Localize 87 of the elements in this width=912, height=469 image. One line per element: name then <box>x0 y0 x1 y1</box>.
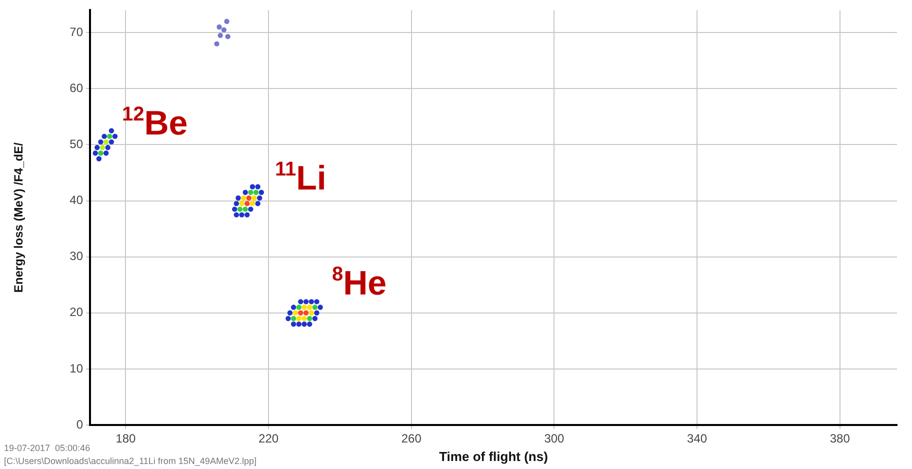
point <box>287 310 293 316</box>
point <box>290 322 296 327</box>
point <box>244 200 250 206</box>
y-tick-label: 20 <box>70 305 84 320</box>
x-tick-label: 300 <box>544 432 565 446</box>
point <box>308 310 314 316</box>
point <box>92 150 98 156</box>
point <box>236 195 241 201</box>
point <box>103 139 109 145</box>
point <box>307 316 312 322</box>
point <box>307 322 312 327</box>
point <box>250 184 256 190</box>
point <box>232 206 238 212</box>
point <box>302 316 307 322</box>
point <box>292 310 298 316</box>
point <box>303 310 309 316</box>
point <box>257 195 262 201</box>
point <box>244 212 250 218</box>
point <box>253 190 259 195</box>
point <box>108 128 114 134</box>
y-tick-label: 50 <box>70 137 84 152</box>
point <box>296 316 302 322</box>
point <box>258 190 264 195</box>
point <box>296 322 302 327</box>
point <box>105 144 110 150</box>
point <box>98 150 104 156</box>
point <box>290 304 296 310</box>
point <box>307 304 312 310</box>
point <box>98 139 104 145</box>
y-tick-label: 60 <box>70 80 84 95</box>
point <box>312 304 318 310</box>
y-axis-title: Energy loss (MeV) /F4_dE/ <box>12 142 26 293</box>
x-tick-label: 180 <box>116 432 136 446</box>
point <box>112 134 118 139</box>
point <box>239 212 244 218</box>
x-tick-label: 260 <box>401 432 422 446</box>
point <box>218 32 223 38</box>
text: [C:\Users\Downloads\acculinna2_11Li from 15N_49AMeV2.lpp] <box>4 456 256 466</box>
point <box>298 299 304 304</box>
y-tick-label: 10 <box>70 361 84 376</box>
point <box>303 299 309 304</box>
x-tick-label: 340 <box>687 432 708 446</box>
point <box>252 195 257 201</box>
point <box>296 304 302 310</box>
point <box>255 184 260 190</box>
point <box>237 206 243 212</box>
point <box>214 41 220 46</box>
point <box>94 144 100 150</box>
point <box>314 299 320 304</box>
point <box>221 27 227 32</box>
point <box>100 144 106 150</box>
point <box>308 299 314 304</box>
point <box>286 316 291 322</box>
point <box>246 195 252 201</box>
point <box>225 34 230 40</box>
point <box>242 206 248 212</box>
point <box>250 200 256 206</box>
point <box>216 24 222 30</box>
y-tick-label: 70 <box>70 24 84 39</box>
point <box>314 310 320 316</box>
point <box>312 316 318 322</box>
x-tick-label: 220 <box>258 432 279 446</box>
point <box>234 200 240 206</box>
point <box>107 134 112 139</box>
text: 19-07-2017 05:00:46 <box>4 443 90 453</box>
x-tick-label: 380 <box>830 432 850 446</box>
point <box>255 200 260 206</box>
point <box>96 156 102 162</box>
point <box>102 134 107 139</box>
point <box>239 200 244 206</box>
point <box>234 212 240 218</box>
point <box>240 195 246 201</box>
point <box>248 206 254 212</box>
y-tick-label: 0 <box>76 417 84 432</box>
y-tick-label: 40 <box>70 193 84 208</box>
point <box>103 150 109 156</box>
point <box>224 18 230 24</box>
point <box>248 190 254 195</box>
point <box>108 139 114 145</box>
point <box>298 310 304 316</box>
point <box>302 322 307 327</box>
x-axis-title: Time of flight (ns) <box>439 448 548 464</box>
point <box>302 304 307 310</box>
point <box>242 190 248 195</box>
point <box>290 316 296 322</box>
y-tick-label: 30 <box>70 249 84 264</box>
point <box>318 304 323 310</box>
